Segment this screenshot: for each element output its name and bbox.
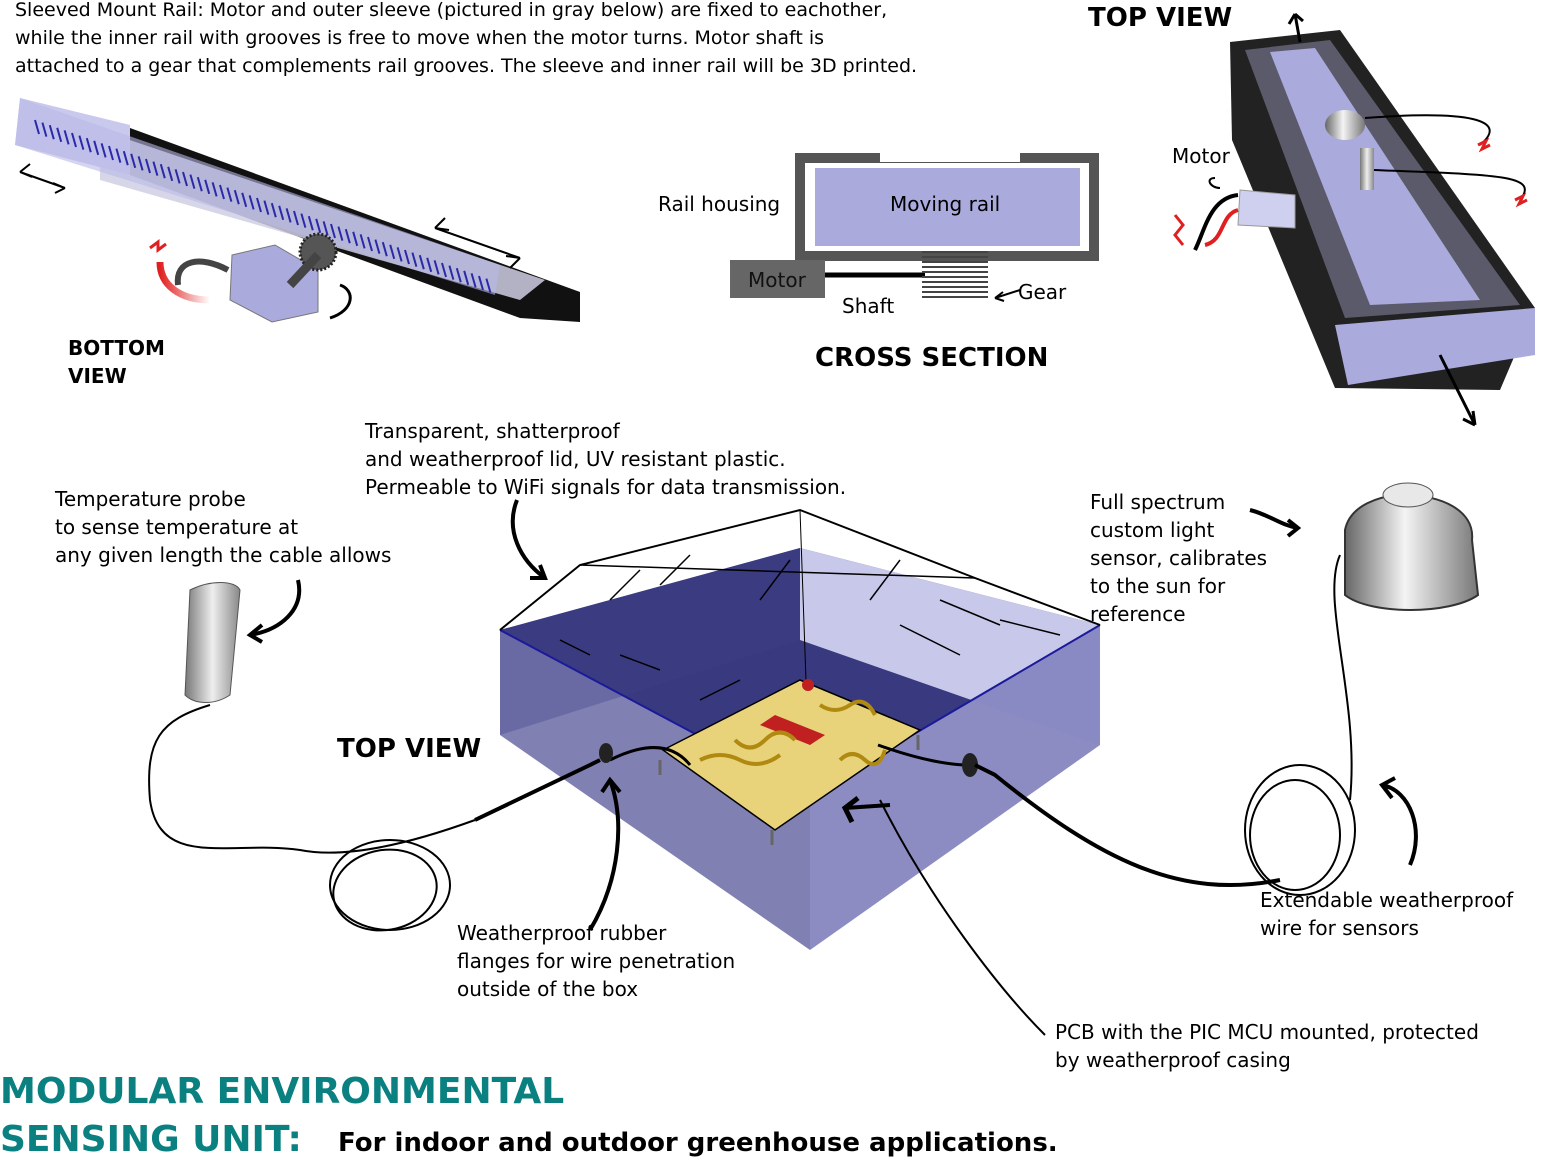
cross-section-diagram	[730, 150, 1099, 302]
subtitle: For indoor and outdoor greenhouse applic…	[338, 1128, 1058, 1158]
box-top-view-label: TOP VIEW	[337, 734, 482, 764]
rail-description: Sleeved Mount Rail: Motor and outer slee…	[15, 0, 918, 77]
motor-block	[730, 260, 825, 298]
lid-description: Transparent, shatterproof and weatherpro…	[365, 419, 847, 499]
rail-housing-label: Rail housing	[658, 192, 781, 216]
main-title-line1: MODULAR ENVIRONMENTAL	[0, 1071, 565, 1112]
moving-rail-label: Moving rail	[890, 192, 1001, 216]
main-title-line2: SENSING UNIT:	[0, 1119, 302, 1160]
left-flange	[599, 743, 613, 763]
lid-reflection-lines	[559, 554, 1061, 701]
sensor-wiring	[148, 554, 1356, 932]
moving-rail-block	[815, 168, 1080, 246]
light-sensor	[1344, 482, 1480, 611]
annotation-arrows	[246, 499, 1418, 1036]
cross-section-title: CROSS SECTION	[815, 343, 1049, 373]
temperature-probe-description: Temperature probe to sense temperature a…	[55, 487, 392, 567]
led	[802, 679, 814, 691]
gear-label: Gear	[1018, 280, 1067, 304]
mcu-chip	[760, 715, 825, 745]
light-sensor-description: Full spectrum custom light sensor, calib…	[1090, 490, 1268, 626]
bottom-view-label: BOTTOM VIEW	[68, 336, 165, 388]
topview-motor-label: Motor	[1172, 144, 1230, 168]
shaft-label: Shaft	[842, 294, 895, 318]
right-flange	[962, 753, 978, 777]
pcb-description: PCB with the PIC MCU mounted, protected …	[1055, 1020, 1479, 1072]
rail-bottom-view	[15, 98, 580, 323]
topview-motor	[1237, 189, 1296, 229]
flanges-description: Weatherproof rubber flanges for wire pen…	[457, 921, 736, 1001]
rail-motor-block	[229, 244, 319, 323]
wire-description: Extendable weatherproof wire for sensors	[1260, 888, 1514, 940]
motor-label: Motor	[748, 268, 806, 292]
rail-top-view	[1173, 12, 1535, 427]
gear-teeth	[922, 251, 988, 298]
rail-top-view-label: TOP VIEW	[1088, 3, 1233, 33]
enclosure-box	[499, 508, 1101, 950]
pcb-board	[658, 679, 922, 845]
temperature-probe	[184, 582, 241, 703]
